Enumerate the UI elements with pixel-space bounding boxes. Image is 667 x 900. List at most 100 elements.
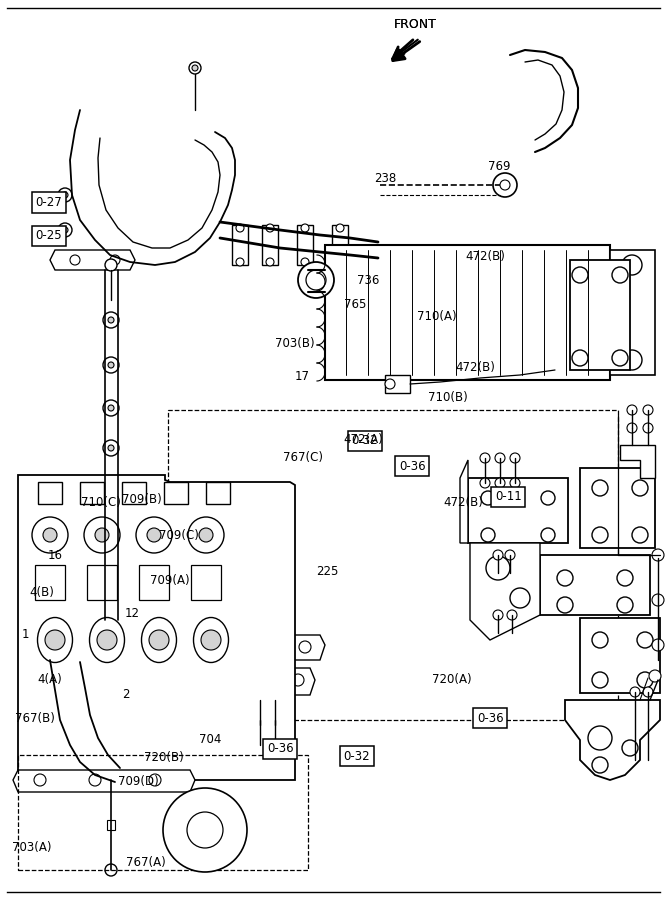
Circle shape (255, 715, 265, 725)
Text: 709(A): 709(A) (150, 574, 190, 587)
Circle shape (505, 550, 515, 560)
Text: 472(B): 472(B) (444, 496, 484, 508)
Bar (570, 260, 630, 370)
Text: 16: 16 (47, 549, 62, 562)
Circle shape (652, 549, 664, 561)
Ellipse shape (37, 617, 73, 662)
Circle shape (299, 641, 311, 653)
Circle shape (255, 695, 265, 705)
Polygon shape (565, 700, 660, 780)
Circle shape (493, 550, 503, 560)
Ellipse shape (141, 617, 177, 662)
Text: 709(C): 709(C) (159, 529, 199, 542)
Circle shape (301, 224, 309, 232)
Circle shape (189, 62, 201, 74)
Circle shape (266, 258, 274, 266)
Text: 472(B): 472(B) (455, 361, 495, 374)
Circle shape (572, 267, 588, 283)
Circle shape (270, 715, 280, 725)
Bar (262, 225, 278, 265)
Circle shape (149, 774, 161, 786)
Circle shape (495, 478, 505, 488)
Circle shape (385, 379, 395, 389)
Circle shape (244, 674, 256, 686)
Circle shape (58, 223, 72, 237)
Circle shape (110, 255, 120, 265)
Circle shape (112, 747, 128, 763)
Circle shape (117, 752, 123, 758)
Bar (191, 565, 221, 600)
Circle shape (486, 556, 510, 580)
Bar (139, 565, 169, 600)
FancyArrowPatch shape (394, 40, 413, 56)
Circle shape (201, 630, 221, 650)
Text: 704: 704 (199, 734, 221, 746)
Text: 0-27: 0-27 (35, 196, 62, 209)
Text: 1: 1 (21, 628, 29, 641)
Bar (80, 482, 104, 504)
Polygon shape (235, 635, 325, 660)
Text: 4(A): 4(A) (37, 673, 63, 686)
Circle shape (77, 752, 83, 758)
Circle shape (89, 774, 101, 786)
Circle shape (84, 517, 120, 553)
Text: 2: 2 (121, 688, 129, 701)
Circle shape (110, 665, 150, 705)
Circle shape (541, 528, 555, 542)
Text: 767(C): 767(C) (283, 451, 323, 464)
Text: 767(A): 767(A) (125, 856, 165, 868)
Circle shape (62, 227, 68, 233)
Text: FRONT: FRONT (394, 18, 436, 31)
Bar (35, 565, 65, 600)
Circle shape (192, 65, 198, 71)
Text: 0-32: 0-32 (344, 750, 370, 762)
Circle shape (480, 453, 490, 463)
Circle shape (249, 641, 261, 653)
Circle shape (510, 588, 530, 608)
Circle shape (103, 482, 119, 498)
Text: 767(B): 767(B) (15, 712, 55, 724)
Text: 710(B): 710(B) (428, 392, 468, 404)
Circle shape (301, 258, 309, 266)
Circle shape (242, 607, 258, 623)
Circle shape (592, 672, 608, 688)
Circle shape (510, 478, 520, 488)
Circle shape (103, 440, 119, 456)
Circle shape (632, 527, 648, 543)
Text: 0-32: 0-32 (352, 435, 378, 447)
Circle shape (627, 423, 637, 433)
Circle shape (336, 224, 344, 232)
Circle shape (495, 453, 505, 463)
Bar (580, 618, 660, 693)
Text: 0-36: 0-36 (477, 712, 504, 724)
Circle shape (617, 570, 633, 586)
Circle shape (557, 597, 573, 613)
Bar (107, 820, 115, 830)
Circle shape (612, 267, 628, 283)
Circle shape (70, 255, 80, 265)
Bar (122, 482, 146, 504)
Circle shape (108, 405, 114, 411)
Circle shape (643, 405, 653, 415)
Circle shape (43, 528, 57, 542)
Polygon shape (50, 250, 135, 270)
Circle shape (40, 665, 80, 705)
Text: FRONT: FRONT (394, 18, 436, 31)
Text: 472(B): 472(B) (466, 250, 506, 263)
Circle shape (622, 255, 642, 275)
Text: 225: 225 (315, 565, 338, 578)
Circle shape (643, 687, 653, 697)
Circle shape (592, 480, 608, 496)
Circle shape (507, 610, 517, 620)
Circle shape (270, 695, 280, 705)
Bar (332, 225, 348, 265)
Circle shape (32, 517, 68, 553)
Circle shape (510, 453, 520, 463)
Bar (580, 468, 655, 548)
Circle shape (557, 570, 573, 586)
Text: 12: 12 (125, 608, 139, 620)
Circle shape (95, 528, 109, 542)
Bar (230, 600, 270, 630)
Circle shape (627, 405, 637, 415)
Circle shape (649, 670, 661, 682)
